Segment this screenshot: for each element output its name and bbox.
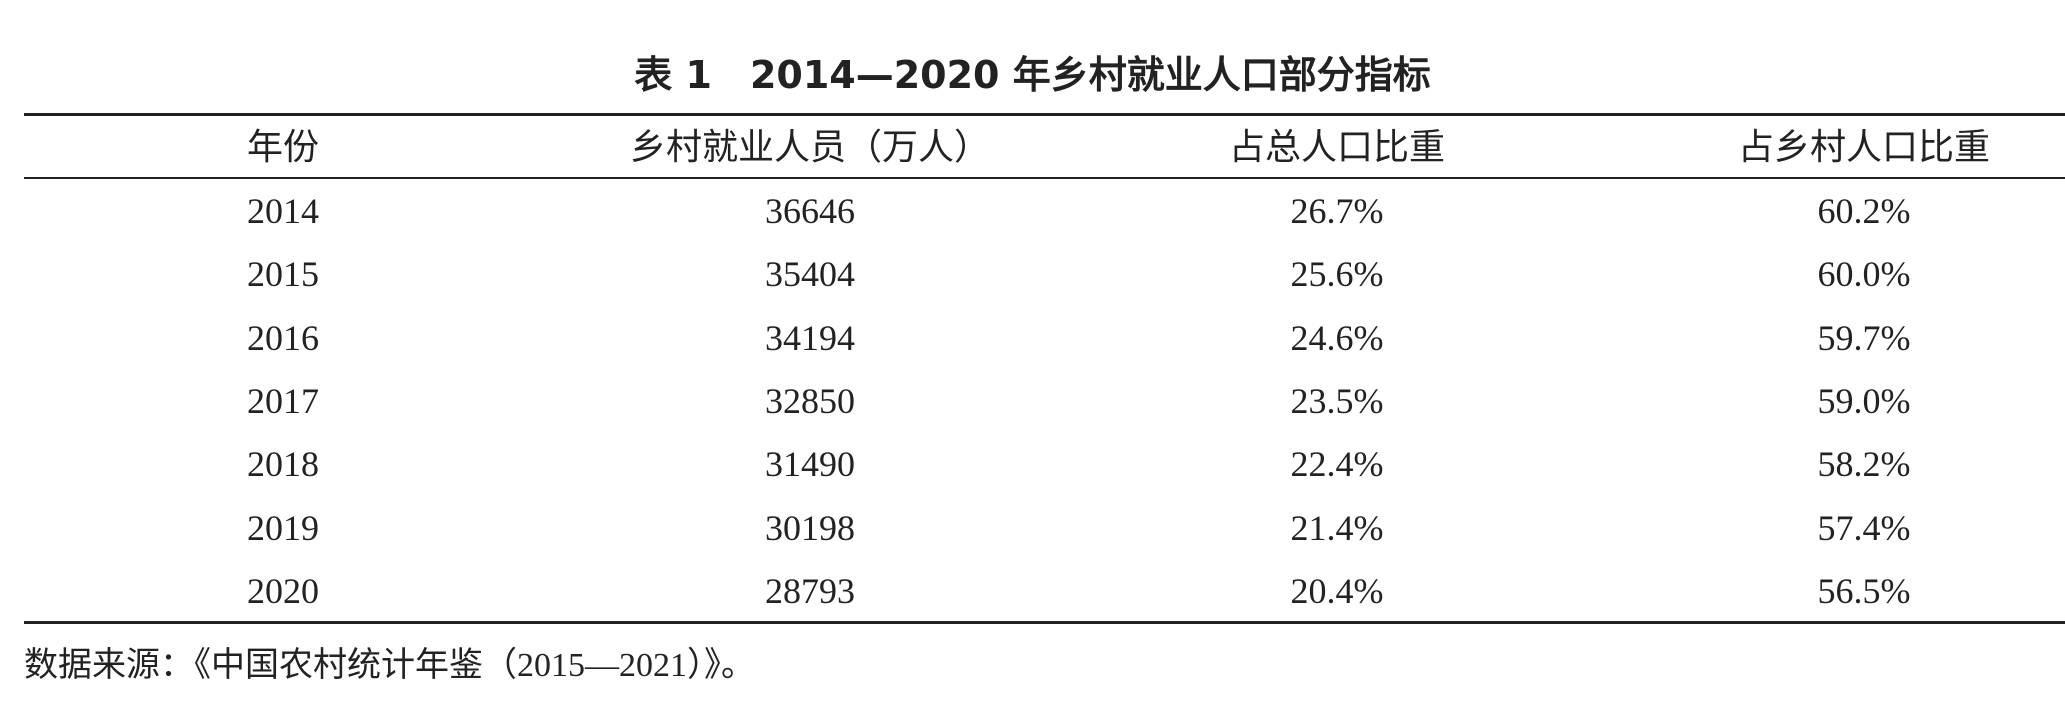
- table-title: 表 1 2014—2020 年乡村就业人口部分指标: [634, 53, 1431, 97]
- table-cell: 31490: [765, 444, 855, 485]
- table-cell: 60.0%: [1817, 254, 1911, 295]
- table-cell: 25.6%: [1290, 254, 1384, 295]
- table-cell: 30198: [765, 507, 855, 548]
- table-cell: 2015: [247, 254, 319, 295]
- bottom-rule: [24, 621, 2065, 624]
- table-cell: 2014: [247, 191, 319, 231]
- header-rule: [24, 177, 2065, 179]
- table-cell: 57.4%: [1817, 507, 1911, 548]
- table-cell: 59.0%: [1817, 380, 1911, 421]
- table-cell: 59.7%: [1817, 317, 1911, 358]
- table-cell: 23.5%: [1290, 380, 1384, 421]
- table-cell: 32850: [765, 380, 855, 421]
- table-cell: 2019: [247, 507, 319, 548]
- table-cell: 26.7%: [1290, 191, 1384, 231]
- top-rule: [24, 113, 2065, 116]
- table-cell: 21.4%: [1290, 507, 1384, 548]
- table-cell: 34194: [765, 317, 855, 358]
- table-cell: 36646: [765, 191, 855, 231]
- table-cell: 2018: [247, 444, 319, 485]
- source-note: 数据来源：《中国农村统计年鉴（2015—2021）》。: [24, 647, 755, 684]
- table-cell: 56.5%: [1817, 570, 1911, 611]
- table-cell: 22.4%: [1290, 444, 1384, 485]
- header-cell: 占总人口比重: [1228, 127, 1445, 167]
- header-cell: 占乡村人口比重: [1737, 127, 1990, 167]
- table-cell: 24.6%: [1290, 317, 1384, 358]
- table-cell: 2016: [247, 317, 319, 358]
- table-cell: 28793: [765, 570, 855, 611]
- table-cell: 20.4%: [1290, 570, 1384, 611]
- table-cell: 35404: [765, 254, 855, 295]
- header-cell: 乡村就业人员（万人）: [629, 127, 990, 167]
- table-cell: 60.2%: [1817, 191, 1911, 231]
- table-cell: 58.2%: [1817, 444, 1911, 485]
- table-cell: 2020: [247, 570, 319, 611]
- header-cell: 年份: [246, 127, 319, 167]
- table-cell: 2017: [247, 380, 319, 421]
